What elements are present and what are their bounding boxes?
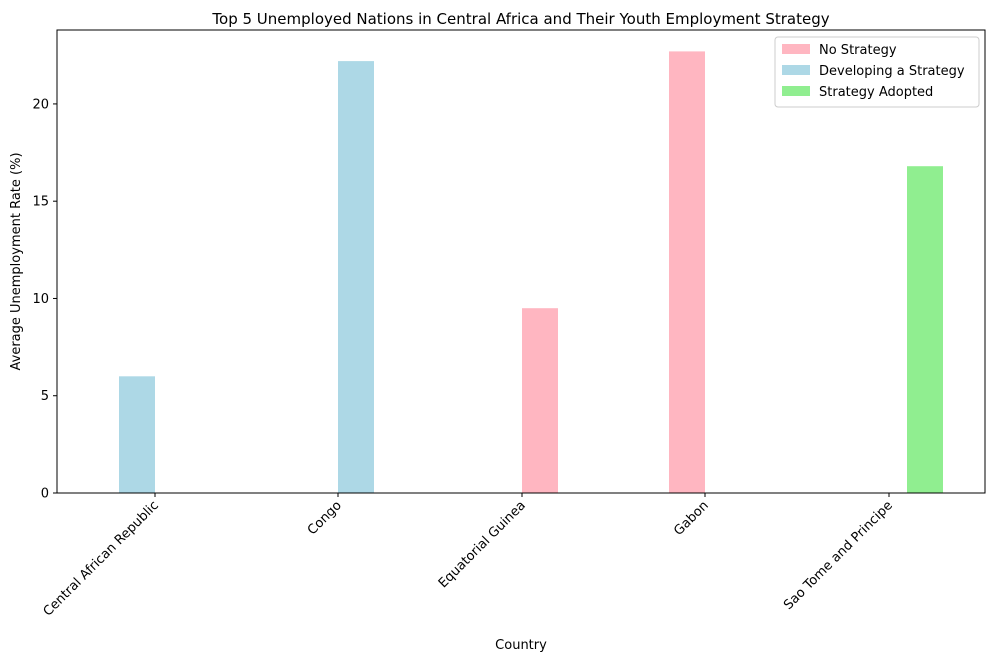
legend: No Strategy Developing a Strategy Strategy… [774, 36, 980, 108]
legend-swatch [782, 44, 810, 54]
x-tick-label: Central African Republic [41, 498, 162, 619]
legend-swatch [782, 86, 810, 96]
bar-3-series-1 [522, 308, 558, 493]
bar-5-series-3 [907, 166, 943, 493]
legend-label: Developing a Strategy [819, 64, 965, 79]
legend-label: No Strategy [819, 43, 897, 58]
x-tick-label: Gabon [671, 498, 712, 539]
y-axis-label: Average Unemployment Rate (%) [9, 152, 24, 370]
legend-swatch [782, 65, 810, 75]
bar-4-series-1 [669, 51, 705, 494]
y-tick-label: 10 [32, 292, 49, 307]
x-tick-label: Sao Tome and Principe [781, 498, 896, 613]
bars [119, 51, 943, 494]
y-axis-ticks: 0 5 10 15 20 [32, 97, 57, 502]
y-tick-label: 5 [41, 389, 49, 404]
x-tick-label: Equatorial Guinea [436, 498, 529, 591]
bar-1-series-2 [119, 376, 155, 493]
bar-2-series-2 [338, 61, 374, 493]
legend-label: Strategy Adopted [819, 85, 933, 100]
y-tick-label: 0 [41, 487, 49, 502]
x-axis-label: Country [495, 638, 547, 653]
chart-title: Top 5 Unemployed Nations in Central Afri… [211, 10, 829, 28]
x-tick-label: Congo [305, 498, 345, 538]
plot-frame [56, 29, 986, 494]
legend-box [774, 36, 980, 108]
y-tick-label: 20 [32, 97, 49, 112]
x-axis-ticks: Central African Republic Congo Equatorial … [41, 493, 896, 619]
y-tick-label: 15 [32, 195, 49, 210]
